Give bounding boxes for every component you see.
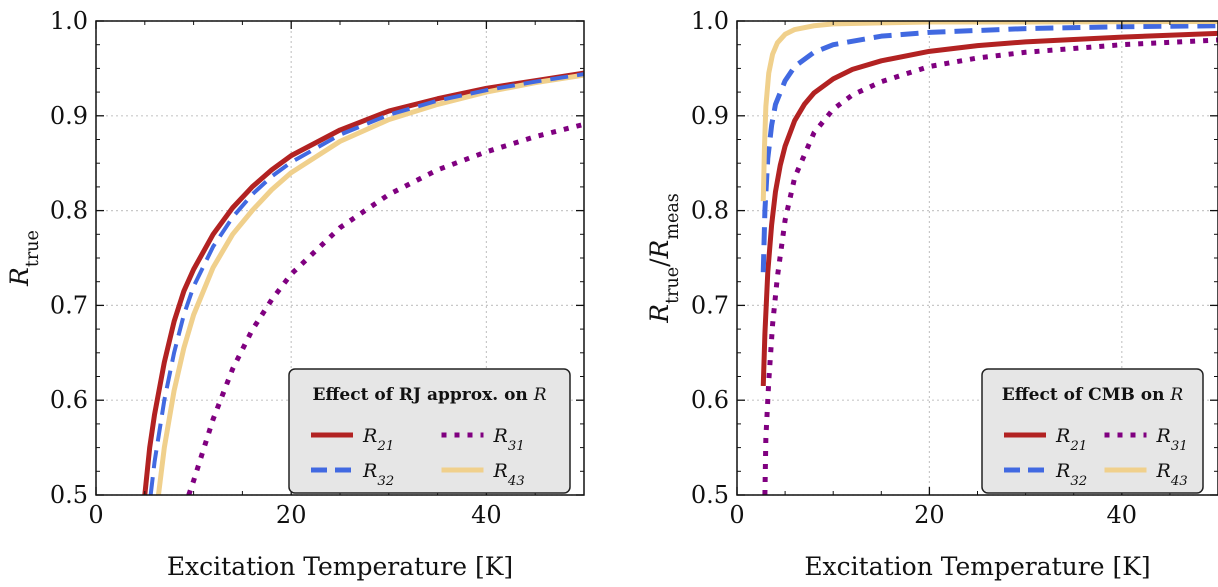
y-tick-label: 0.5 xyxy=(50,481,88,509)
y-axis-label: Rtrue/Rmeas xyxy=(645,193,683,324)
series-line-r32 xyxy=(760,23,1218,273)
x-tick-label: 20 xyxy=(276,501,307,529)
right-chart-panel: 0 20 40 0.5 0.6 0.7 0.8 0.9 1.0 Excitation Temper… xyxy=(645,7,1218,581)
y-tick-label: 0.5 xyxy=(691,481,729,509)
legend-title: Effect of CMB on R xyxy=(1002,385,1184,405)
y-tick-label: 0.8 xyxy=(691,197,729,225)
series-line-r32 xyxy=(148,72,584,495)
y-tick-label: 1.0 xyxy=(691,7,729,35)
series-line-r31 xyxy=(186,121,584,495)
x-tick-label: 0 xyxy=(729,501,744,529)
y-tick-label: 0.9 xyxy=(50,102,88,130)
legend-label-32: R32 xyxy=(1055,460,1087,489)
series-line-r43 xyxy=(760,21,1218,202)
series-group xyxy=(142,70,584,495)
legend-label-31: R31 xyxy=(493,425,525,454)
x-tick-label: 20 xyxy=(914,501,945,529)
legend-box xyxy=(288,368,571,494)
legend-label-32: R32 xyxy=(362,460,394,489)
x-tick-label: 0 xyxy=(88,501,103,529)
y-tick-label: 0.6 xyxy=(691,386,729,414)
legend-label-21: R21 xyxy=(362,425,394,454)
series-line-r43 xyxy=(155,72,584,495)
legend-label-43: R43 xyxy=(1156,460,1188,489)
x-axis-label: Excitation Temperature [K] xyxy=(167,552,513,581)
left-chart-panel: 0 20 40 0.5 0.6 0.7 0.8 0.9 1.0 Excitation Temper… xyxy=(5,7,585,581)
series-group xyxy=(760,21,1218,495)
y-tick-label: 0.7 xyxy=(691,291,729,319)
legend-label-31: R31 xyxy=(1156,425,1188,454)
y-tick-label: 0.6 xyxy=(50,386,88,414)
legend-label-43: R43 xyxy=(493,460,525,489)
legend-label-21: R21 xyxy=(1055,425,1087,454)
x-tick-label: 40 xyxy=(1107,501,1138,529)
y-tick-label: 0.9 xyxy=(691,102,729,130)
y-tick-label: 0.8 xyxy=(50,197,88,225)
y-tick-label: 1.0 xyxy=(50,7,88,35)
x-tick-label: 40 xyxy=(471,501,502,529)
y-tick-label: 0.7 xyxy=(50,291,88,319)
y-axis-label: Rtrue xyxy=(5,230,43,287)
series-line-r21 xyxy=(760,30,1218,387)
legend-box xyxy=(981,368,1204,494)
legend: Effect of CMB on R R21 R31 R32 R43 xyxy=(981,368,1204,494)
legend-title: Effect of RJ approx. on R xyxy=(313,385,547,405)
x-axis-label: Excitation Temperature [K] xyxy=(804,552,1150,581)
legend: Effect of RJ approx. on R R21 R31 R32 R43 xyxy=(288,368,571,494)
